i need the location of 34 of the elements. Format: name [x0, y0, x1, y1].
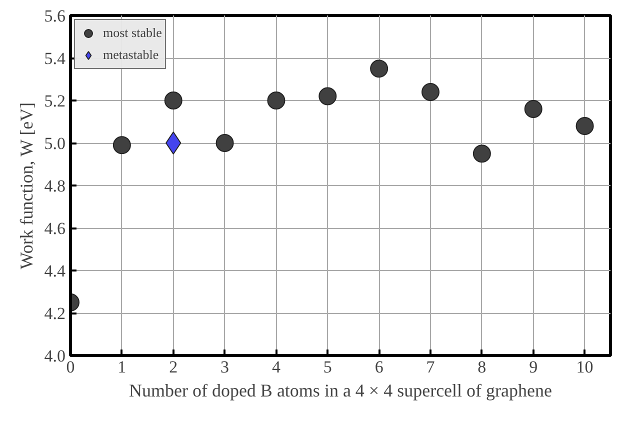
y-axis-title: Work function, W [eV]: [16, 102, 36, 270]
x-tick-label: 5: [323, 358, 332, 376]
x-tick-label: 8: [478, 358, 486, 376]
point: [267, 92, 286, 110]
y-tick-label: 4.8: [44, 176, 66, 196]
point: [524, 100, 542, 118]
point: [112, 136, 131, 154]
point: [422, 83, 440, 101]
x-tick-label: 4: [272, 358, 281, 376]
x-tick-label: 6: [374, 358, 384, 376]
x-tick-label: 1: [118, 358, 126, 376]
point: [370, 60, 388, 78]
y-tick-label: 5.0: [44, 134, 66, 153]
x-tick-label: 0: [66, 358, 75, 376]
point: [472, 144, 491, 163]
x-tick-label: 9: [529, 358, 538, 376]
x-axis-title: Number of doped B atoms in a 4 × 4 supercell of graphene: [128, 380, 552, 400]
y-tick-label: 5.2: [44, 92, 66, 110]
point: [576, 117, 594, 135]
y-tick-label: 4.2: [44, 304, 66, 323]
point: [216, 134, 234, 152]
x-tick-label: 10: [576, 358, 594, 376]
y-tick-label: 5.4: [44, 49, 66, 68]
y-tick-label: 4.6: [44, 219, 66, 238]
legend-label: most stable: [103, 25, 162, 41]
x-tick-label: 3: [220, 358, 230, 376]
x-tick-label: 2: [169, 358, 178, 376]
y-tick-label: 5.6: [44, 6, 66, 26]
y-tick-label: 4.4: [44, 262, 66, 280]
point: [318, 87, 337, 106]
legend-label: metastable: [103, 47, 159, 63]
x-tick-label: 7: [426, 358, 436, 376]
point: [164, 92, 182, 110]
y-tick-label: 4.0: [44, 346, 66, 366]
